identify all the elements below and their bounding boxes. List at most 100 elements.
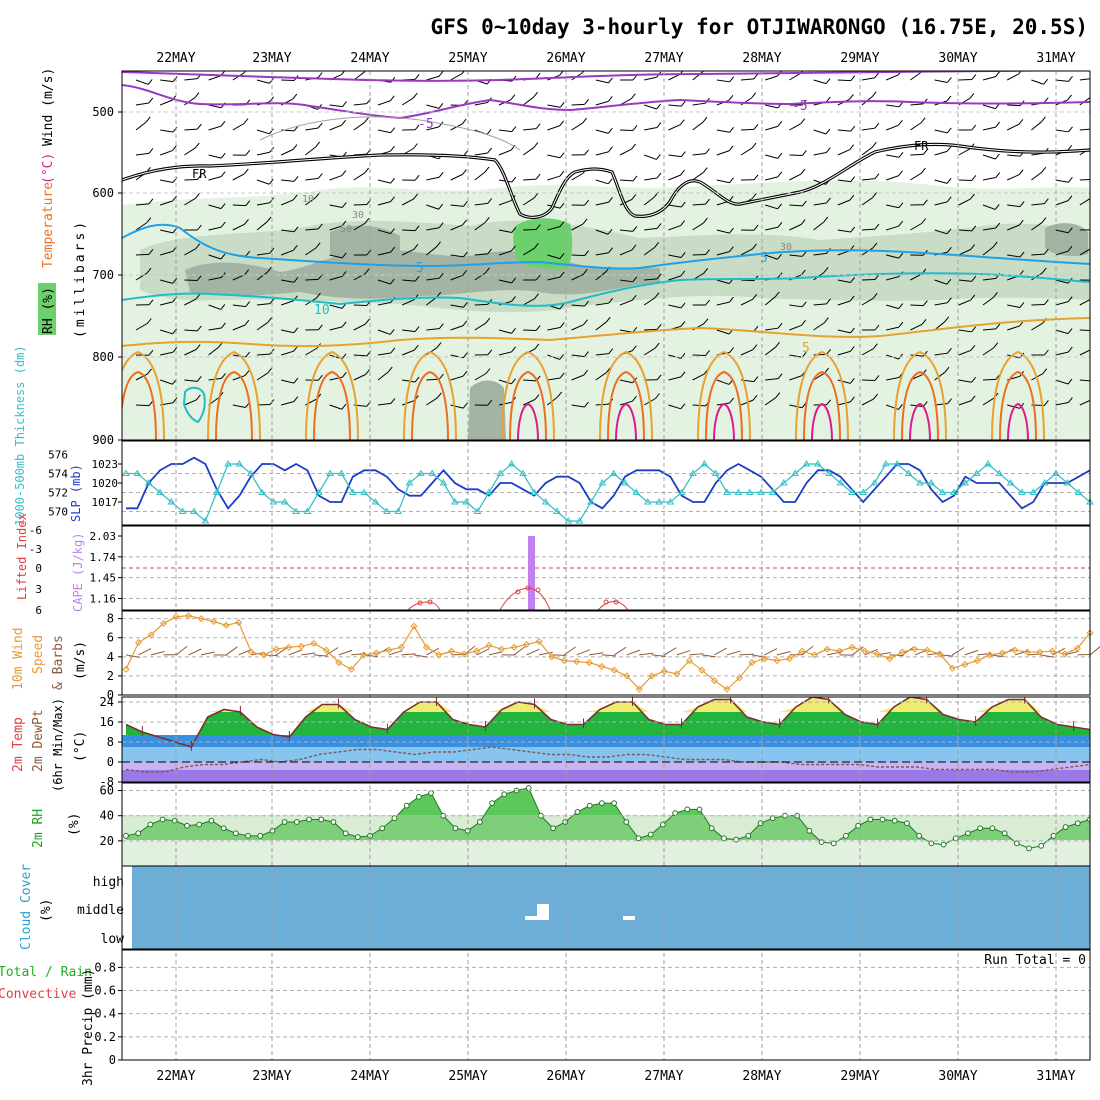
wind-barb xyxy=(498,200,512,206)
wind-barb xyxy=(547,125,560,131)
wind-barb xyxy=(789,354,803,358)
rh-marker xyxy=(489,800,495,807)
wind-barb-flag xyxy=(823,216,829,223)
wind-barb-flag xyxy=(920,117,926,124)
wind-barb xyxy=(837,179,851,183)
wind-barb xyxy=(329,275,343,281)
wind-barb xyxy=(571,223,584,231)
surface-barb xyxy=(613,646,627,656)
wind-barb xyxy=(232,324,246,331)
wind-barb-flag xyxy=(970,395,976,402)
thickness-marker xyxy=(1063,479,1072,486)
wind-barb xyxy=(910,273,923,281)
wind-barb-flag xyxy=(946,278,952,285)
wind-barb xyxy=(1079,379,1090,382)
cloud-clear-patch xyxy=(537,904,549,920)
thickness-marker xyxy=(303,507,312,514)
thickness-tick-label: 570 xyxy=(48,506,68,519)
wind-barb-flag xyxy=(511,378,516,385)
wind-barb-flag xyxy=(220,221,226,228)
wind-barb xyxy=(668,225,681,231)
wind-barb-flag xyxy=(1093,174,1097,179)
li-marker xyxy=(417,600,423,606)
wind-barb-flag xyxy=(946,146,952,152)
rh-marker xyxy=(501,791,508,798)
wind-barb-flag xyxy=(341,321,347,328)
wind-barb-flag xyxy=(656,172,662,179)
thickness-marker xyxy=(870,479,879,486)
isotherm-lobe xyxy=(901,370,939,440)
wind-barb xyxy=(305,247,317,256)
wind-unit: (m/s) xyxy=(73,641,88,680)
temp-axis: 24 16 8 0 -8 xyxy=(100,695,122,789)
surface-barb xyxy=(589,652,604,656)
wind-barb xyxy=(426,126,440,131)
panel-border xyxy=(121,525,1091,611)
wind-speed-marker xyxy=(673,670,681,678)
thickness-marker xyxy=(655,498,663,505)
rh-marker xyxy=(1074,820,1081,827)
wind-barb-flag xyxy=(293,327,299,334)
isotherm-lobe xyxy=(411,370,449,440)
wind-speed-markers xyxy=(122,612,1094,693)
wind-barb xyxy=(644,104,657,110)
date-label-bottom: 23MAY xyxy=(252,1069,291,1084)
wind-barb xyxy=(305,228,319,231)
wind-speed-marker xyxy=(1023,648,1031,656)
wind-barb xyxy=(789,304,803,308)
wind-speed-marker xyxy=(122,665,130,673)
rh-marker xyxy=(232,830,239,837)
wind-barb xyxy=(571,374,584,381)
isotherm-lobe xyxy=(909,402,931,440)
wind-barb xyxy=(474,373,487,381)
wind-barb xyxy=(184,78,198,81)
wind-barb-flag xyxy=(922,300,928,306)
wind-barb xyxy=(1031,203,1045,206)
wind-barb xyxy=(498,229,512,233)
wind-speed-marker xyxy=(272,645,280,653)
rh-marker xyxy=(281,819,288,825)
isotherm-lobe xyxy=(599,350,653,440)
wind-barb xyxy=(160,301,173,306)
wind-barb-flag xyxy=(220,203,226,209)
surface-barb xyxy=(714,647,727,656)
wind-barb xyxy=(329,225,343,231)
wind-barb-flag xyxy=(487,349,493,356)
thickness-marker xyxy=(984,460,992,467)
wind-barb-flag xyxy=(607,178,613,185)
axis-tick-label: 0.6 xyxy=(94,984,116,998)
wind-barb-flag xyxy=(462,270,468,276)
wind-barb-flag xyxy=(680,220,686,226)
wind-barb-flag xyxy=(220,304,226,310)
surface-barb xyxy=(726,650,741,656)
wind-barb xyxy=(1007,104,1021,107)
wind-barb-flag xyxy=(995,323,1001,330)
date-label-bottom: 31MAY xyxy=(1036,1069,1075,1084)
wind-barb xyxy=(547,104,561,108)
wind-barb-flag xyxy=(533,192,539,199)
wind-barb xyxy=(789,72,801,81)
wind-barb-flag xyxy=(777,203,783,210)
wind-barb xyxy=(401,299,415,306)
wind-barb xyxy=(1007,224,1020,231)
wind-barb-flag xyxy=(436,241,441,248)
wind-barb xyxy=(716,179,730,184)
wind-speed-marker xyxy=(222,621,230,629)
wind-barb-flag xyxy=(655,393,660,399)
wind-barb xyxy=(643,246,656,256)
wind-barb xyxy=(498,401,512,406)
wind-barb-flag xyxy=(559,152,565,159)
day-gridlines xyxy=(175,71,1057,1060)
wind-speed-marker xyxy=(623,672,631,680)
thickness-marker xyxy=(609,469,618,476)
thickness-marker xyxy=(621,479,629,486)
cloud-cover-field xyxy=(132,866,1090,949)
wind-barb xyxy=(1079,198,1090,206)
wind-barb-flag xyxy=(243,118,249,124)
thickness-marker xyxy=(1029,488,1038,495)
wind-barb xyxy=(861,228,876,231)
wind-barb xyxy=(765,125,778,131)
wind-barb-flag xyxy=(703,267,709,274)
wind-barb xyxy=(982,347,995,356)
